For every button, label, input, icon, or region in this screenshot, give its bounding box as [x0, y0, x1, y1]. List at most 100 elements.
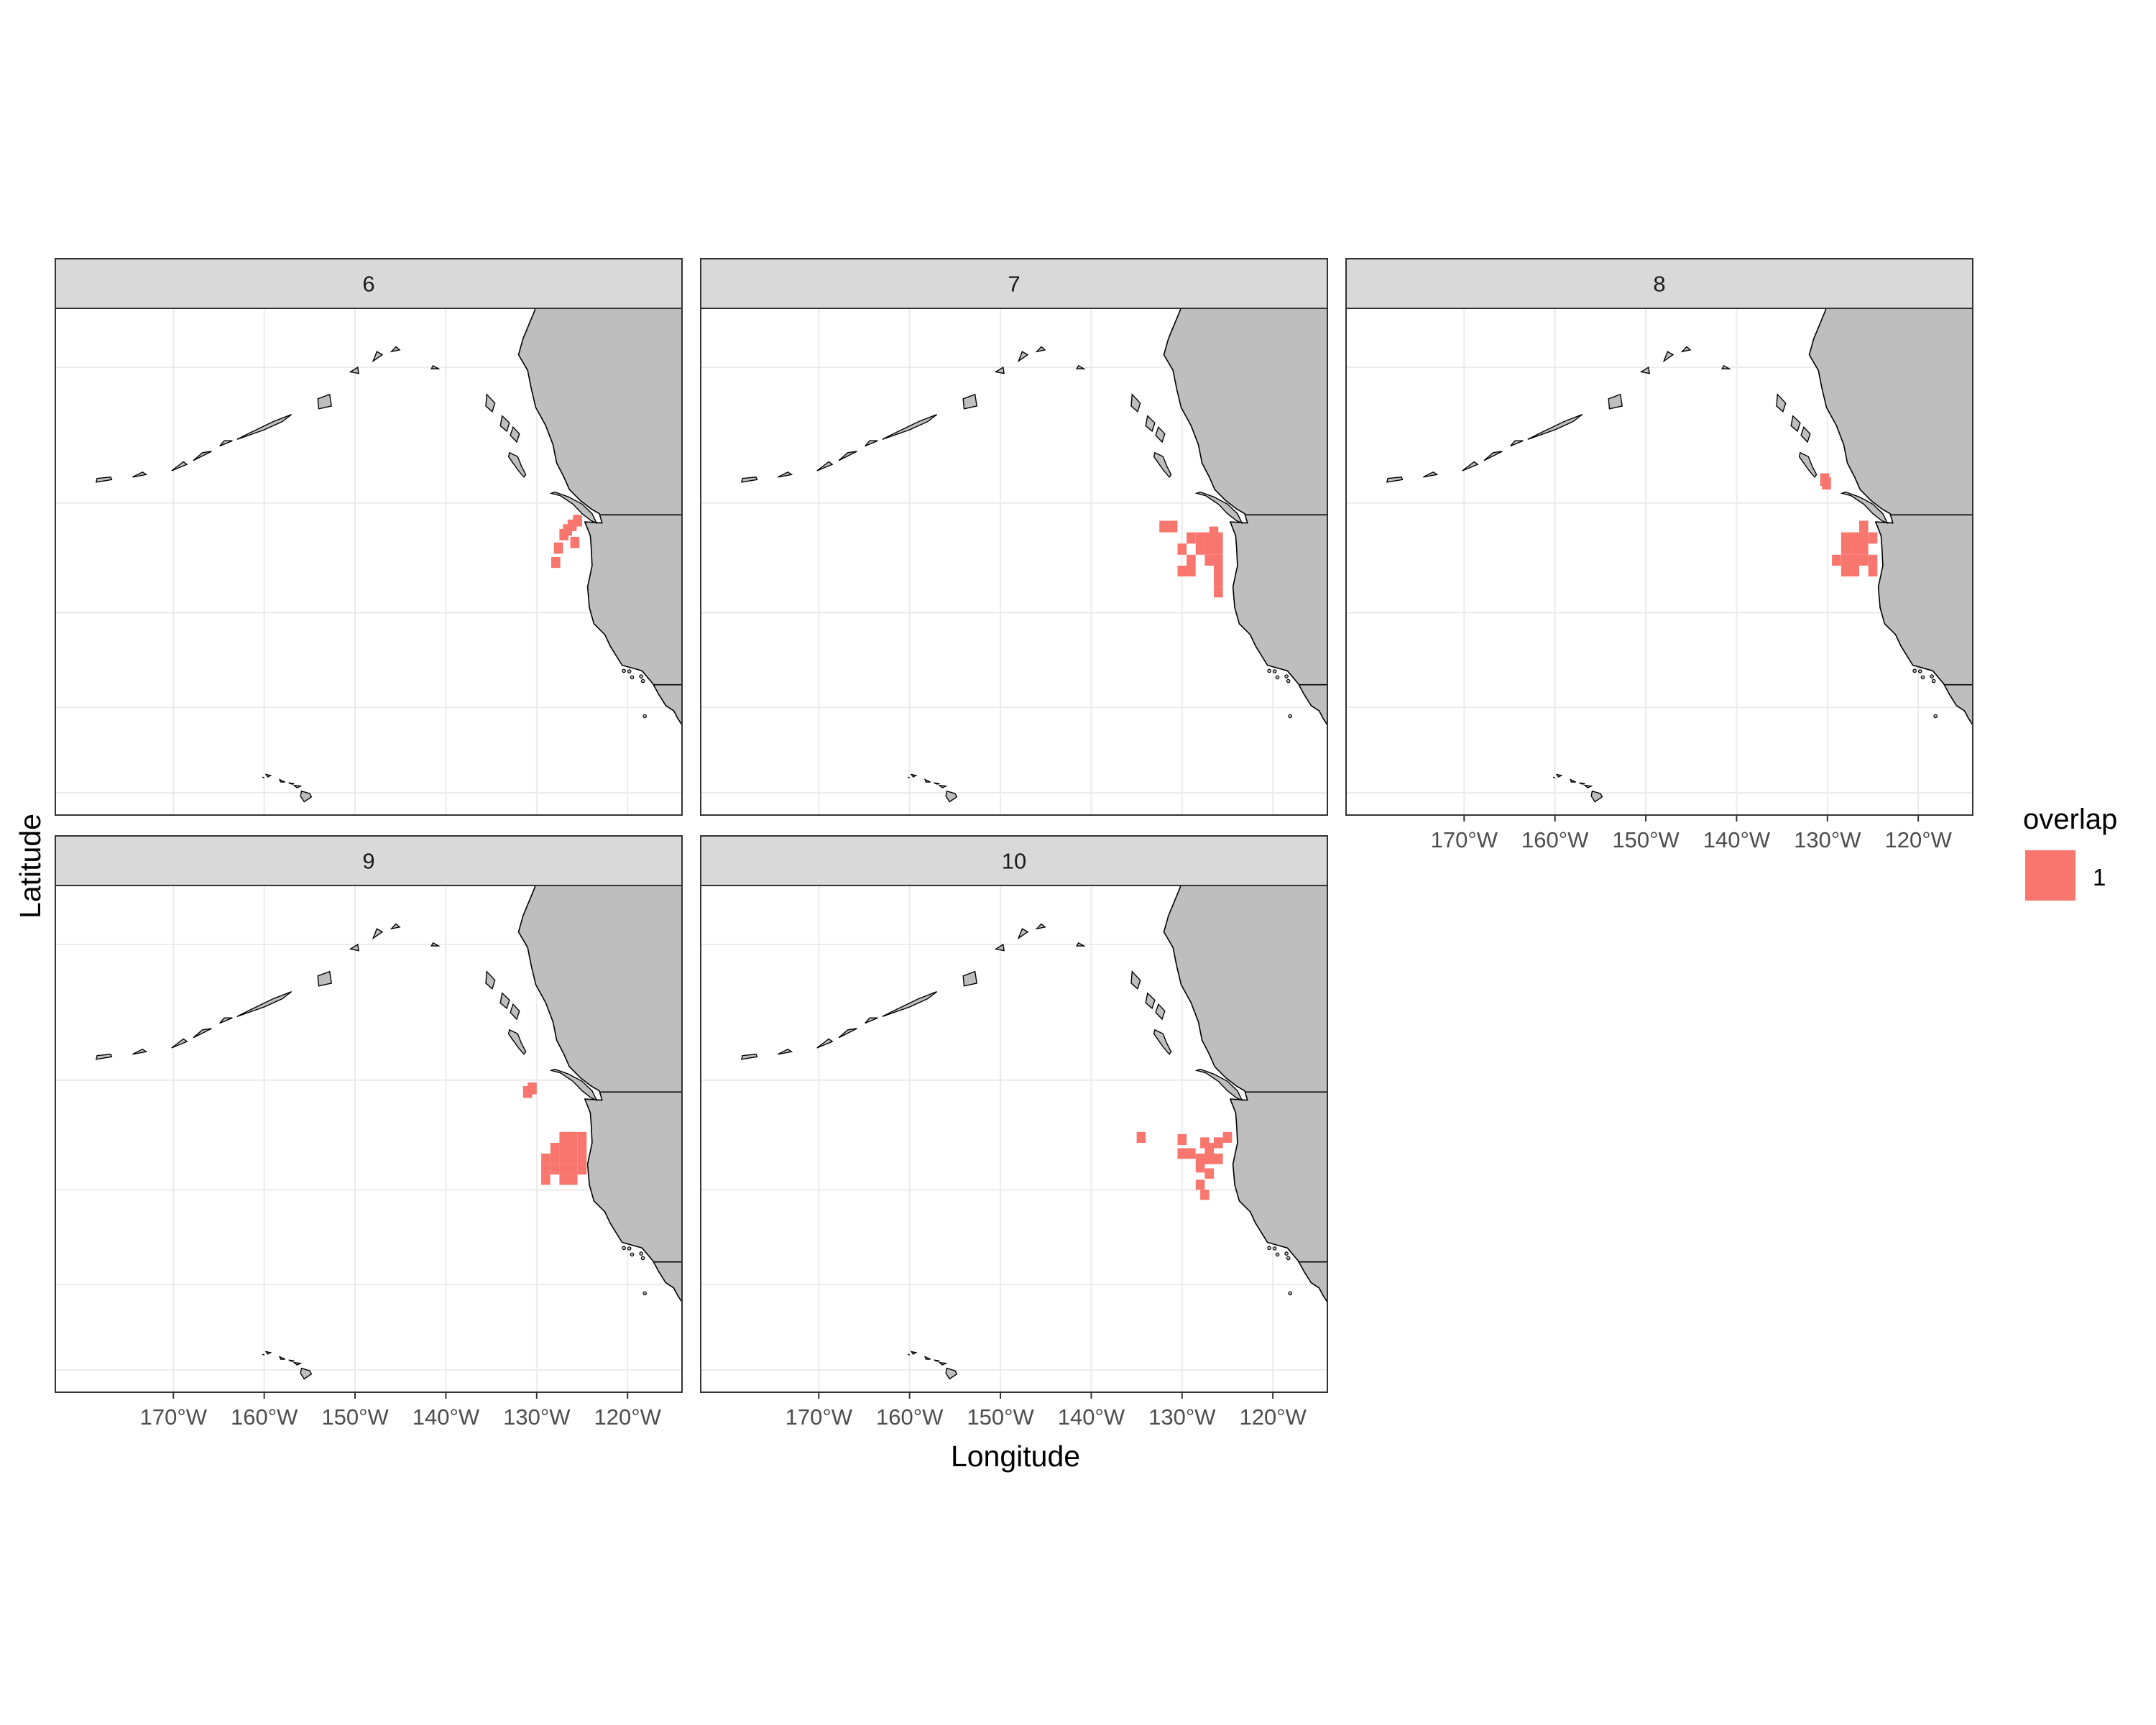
- overlap-cell: [1187, 566, 1196, 576]
- overlap-cell: [1214, 543, 1223, 555]
- north-america-land: [1808, 308, 1973, 726]
- overlap-cell: [1177, 543, 1187, 555]
- overlap-cell: [1850, 566, 1859, 576]
- channel-island: [1284, 1251, 1289, 1256]
- channel-island: [630, 675, 635, 680]
- channel-island: [1912, 668, 1917, 673]
- hawaii-island: [945, 1367, 958, 1380]
- alaska-island: [1527, 414, 1583, 440]
- overlap-cell: [559, 1164, 568, 1175]
- x-axis-title: Longitude: [951, 1440, 1080, 1473]
- overlap-cell: [568, 1164, 578, 1175]
- channel-island: [1275, 675, 1280, 680]
- overlap-cell: [1187, 1148, 1196, 1159]
- overlap-cell: [1187, 532, 1196, 544]
- facet-strip: [1345, 258, 1973, 309]
- alaska-island: [1075, 942, 1086, 947]
- alaska-island: [349, 366, 359, 374]
- overlap-cell: [1841, 532, 1851, 544]
- overlap-cell: [550, 1143, 560, 1154]
- alaska-island: [95, 477, 113, 483]
- hawaii-island: [264, 773, 272, 778]
- channel-island: [640, 678, 645, 684]
- channel-island: [622, 668, 626, 673]
- facet-panel-8: 8 170°W 160°W 150°W 140°W 130°W 120°W: [1345, 258, 1973, 852]
- coastal-island: [1130, 393, 1141, 413]
- facet-strip: [55, 258, 683, 309]
- alaska-island: [430, 942, 441, 947]
- channel-island: [1931, 678, 1936, 684]
- hawaii-island: [910, 773, 918, 778]
- overlap-cell: [1859, 532, 1869, 544]
- overlap-cell: [541, 1164, 550, 1175]
- x-tick-label: 130°W: [503, 1404, 571, 1430]
- channel-island: [627, 669, 632, 673]
- overlap-cell: [1214, 554, 1223, 566]
- hawaii-island: [279, 778, 285, 783]
- alaska-island: [838, 451, 857, 461]
- alaska-island: [171, 1038, 188, 1049]
- alaska-island: [740, 1054, 758, 1060]
- coastal-island: [1145, 992, 1156, 1010]
- map-area: [55, 886, 682, 1392]
- overlap-cell: [1204, 1143, 1214, 1154]
- hawaii-island: [907, 776, 910, 778]
- hawaii-island: [1570, 778, 1576, 783]
- overlap-cell: [1214, 586, 1223, 598]
- x-tick-label: 170°W: [786, 1404, 853, 1430]
- alaska-island: [816, 1038, 834, 1049]
- facet-strip: [55, 835, 683, 886]
- legend-title: overlap: [2023, 804, 2117, 835]
- overlap-cell: [1850, 543, 1859, 555]
- x-tick-label: 170°W: [140, 1404, 208, 1430]
- coastal-island: [1145, 415, 1156, 433]
- overlap-cell: [1214, 532, 1223, 544]
- map-area: [701, 308, 1327, 815]
- alaska-island: [865, 440, 878, 447]
- north-america-land: [517, 886, 682, 1303]
- coastal-island: [499, 415, 510, 433]
- coastal-island: [1776, 393, 1787, 413]
- x-tick-label: 120°W: [1884, 827, 1952, 852]
- x-tick-label: 170°W: [1431, 827, 1498, 852]
- overlap-cell: [577, 1131, 587, 1143]
- alaska-island: [838, 1028, 857, 1039]
- overlap-cell: [1841, 554, 1851, 566]
- coastal-island: [507, 1029, 527, 1055]
- overlap-cell: [1868, 566, 1878, 576]
- legend: overlap 1: [2023, 804, 2117, 901]
- x-tick-label: 120°W: [594, 1404, 661, 1430]
- facet-strip: [700, 835, 1328, 886]
- overlap-cell: [568, 1143, 578, 1154]
- overlap-cell: [1214, 566, 1223, 576]
- coastal-island: [549, 491, 598, 525]
- overlap-cell: [1195, 532, 1205, 544]
- overlap-cell: [1214, 576, 1223, 587]
- overlap-cell: [1868, 532, 1878, 544]
- facet-strip-label: 10: [1002, 849, 1026, 874]
- hawaii-island: [279, 1356, 285, 1360]
- coastal-island: [1798, 451, 1818, 478]
- alaska-island: [882, 414, 938, 440]
- map-area: [701, 886, 1327, 1392]
- overlap-cell: [1195, 1154, 1205, 1164]
- coastal-island: [1194, 491, 1243, 525]
- coastal-island: [1153, 1029, 1172, 1055]
- alaska-island: [865, 1017, 878, 1024]
- hawaii-island: [1590, 790, 1603, 803]
- facet-strip-label: 9: [362, 849, 374, 874]
- channel-island: [640, 1256, 645, 1261]
- overlap-cell: [1200, 1190, 1210, 1200]
- alaska-island: [317, 393, 332, 410]
- channel-island: [1267, 1246, 1271, 1251]
- coastal-island: [507, 451, 527, 478]
- alaska-island: [372, 928, 384, 940]
- overlap-cell: [1204, 1168, 1214, 1179]
- alaska-island: [1662, 351, 1674, 363]
- alaska-island: [132, 471, 148, 478]
- alaska-island: [1386, 477, 1404, 483]
- hawaii-island: [1552, 776, 1555, 778]
- overlap-cell: [550, 1154, 560, 1164]
- overlap-cell: [1195, 543, 1205, 555]
- facet-panel-9: 9 170°W 160°W 150°W 140°W 130°W 120°W: [55, 835, 683, 1430]
